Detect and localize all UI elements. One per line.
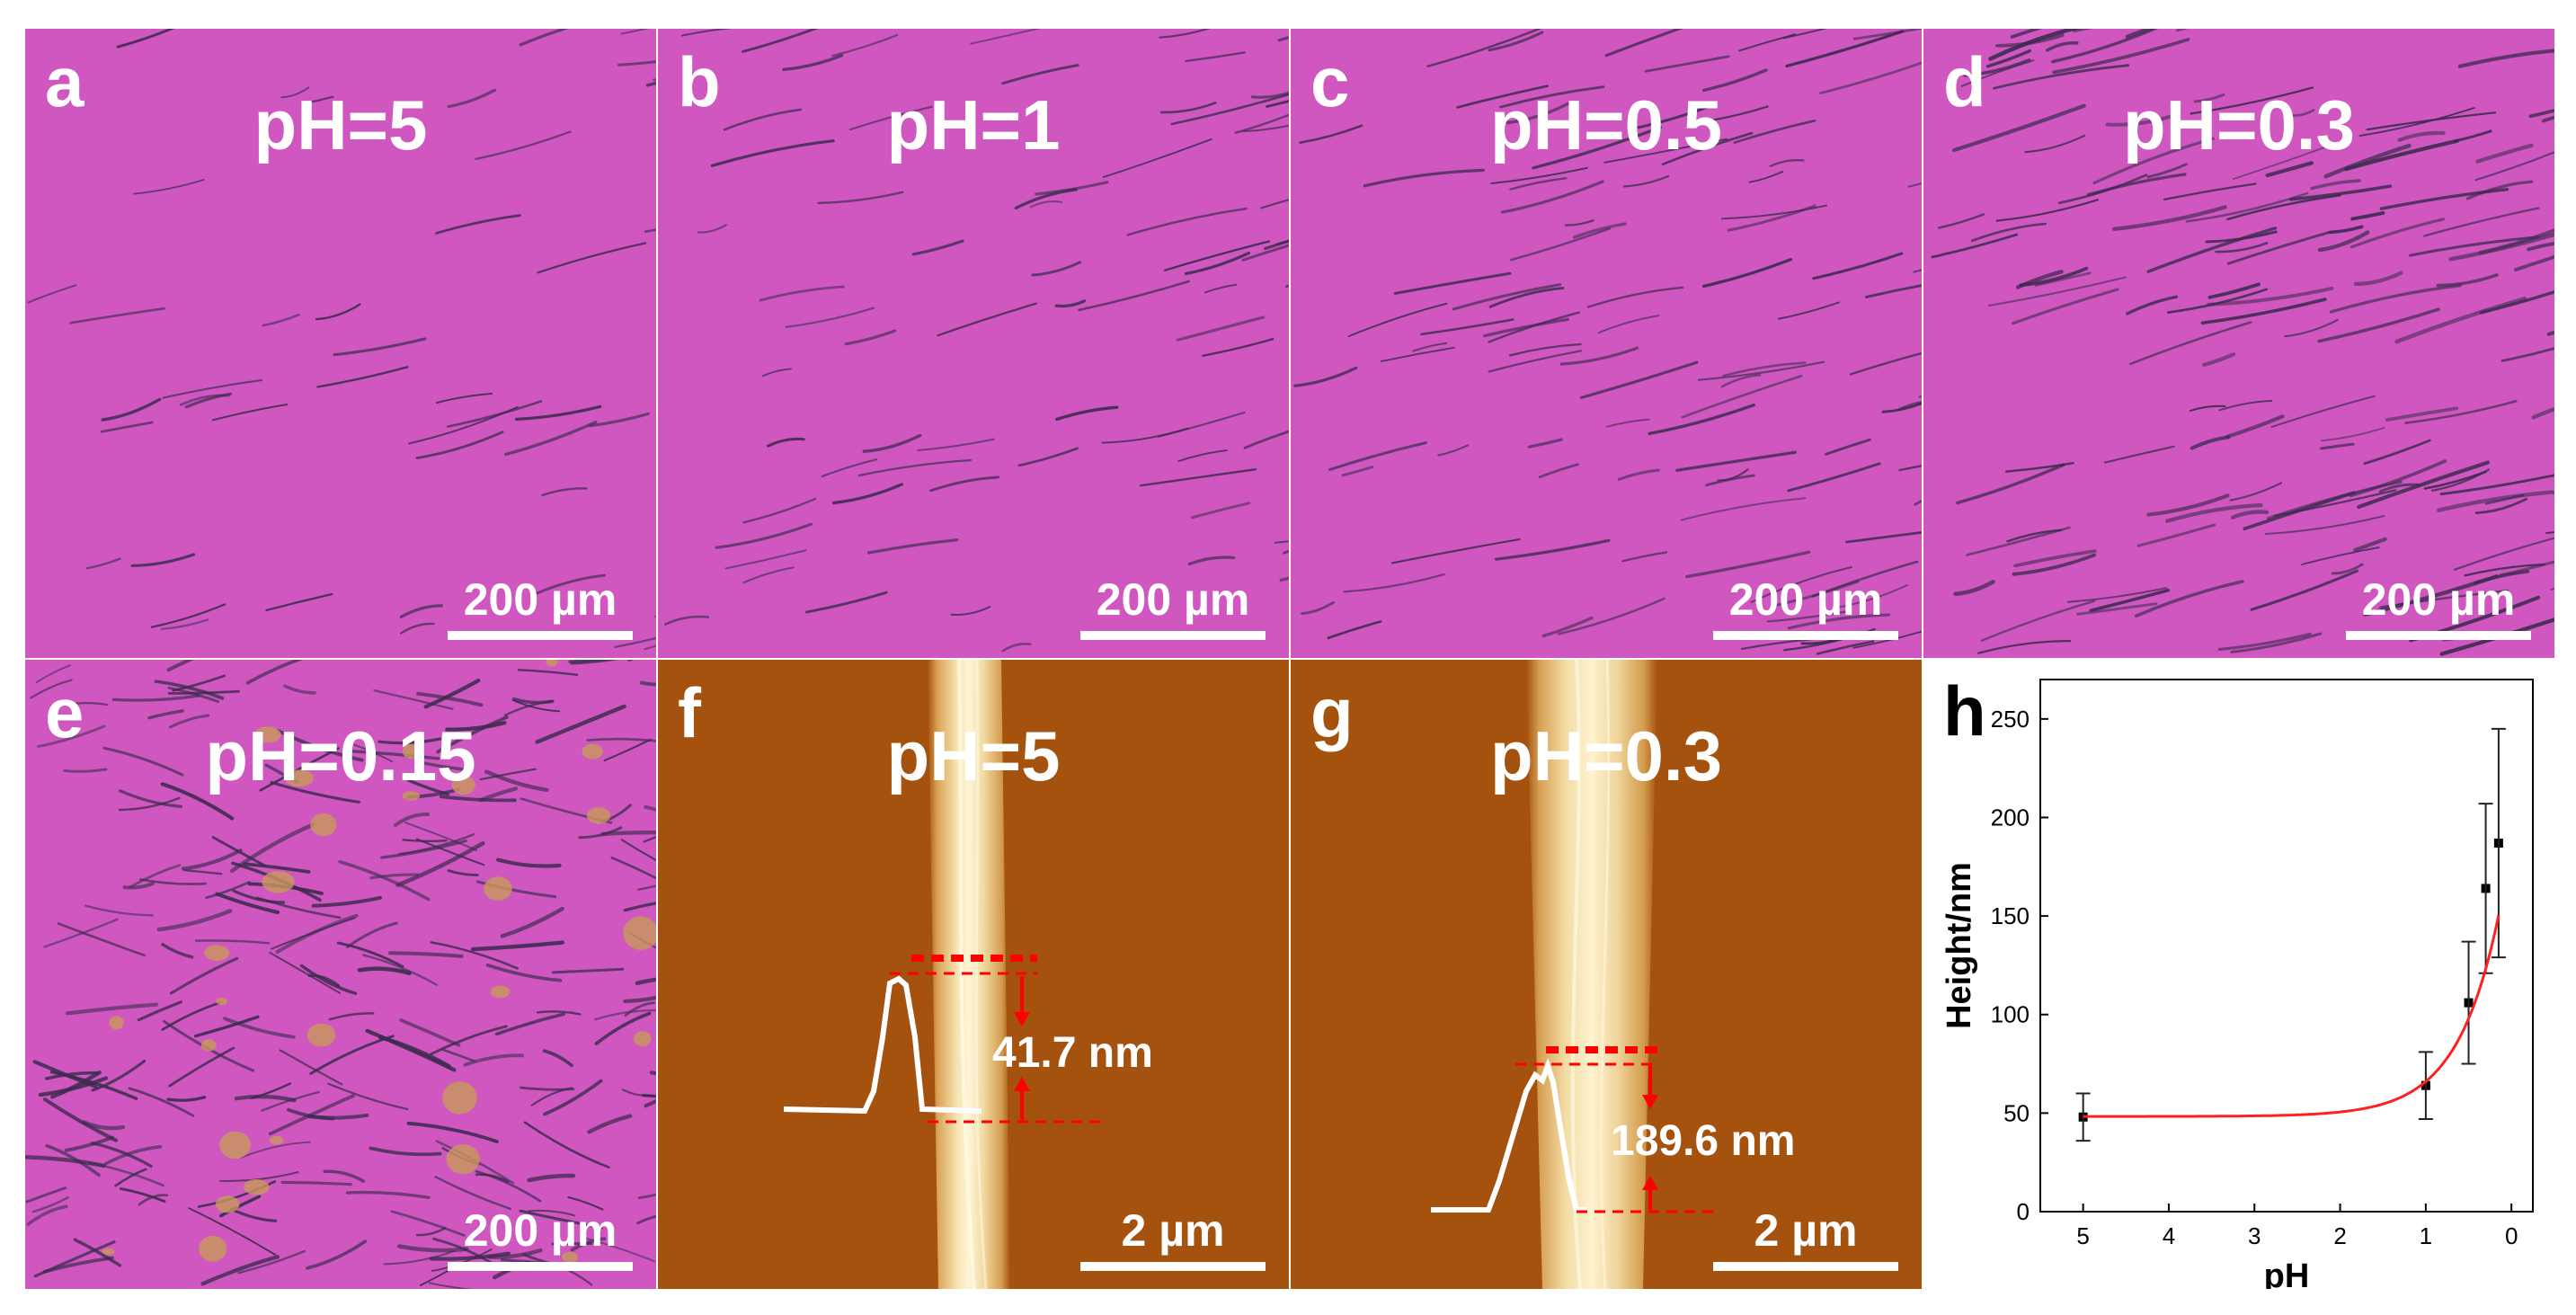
panel-b: b pH=1 200 µm — [658, 29, 1289, 658]
optical-micrograph-c — [1291, 29, 1922, 658]
scale-bar: 200 µm — [1080, 577, 1266, 640]
panel-h: 0 1 2 3 4 5 250 200 150 100 50 0 h Height/nm pH — [1923, 660, 2554, 1289]
x-tick-label: 3 — [2248, 1222, 2261, 1249]
panel-letter: d — [1943, 42, 1986, 121]
panel-title: pH=0.5 — [1490, 85, 1722, 164]
scale-bar-line — [1713, 631, 1898, 640]
scale-bar-label: 200 µm — [463, 574, 617, 625]
x-tick-label: 4 — [2163, 1222, 2175, 1249]
optical-micrograph-a — [25, 29, 656, 658]
optical-micrograph-e — [25, 660, 656, 1289]
panel-e: e pH=0.15 200 µm — [25, 660, 656, 1289]
scale-bar: 2 µm — [1080, 1208, 1266, 1271]
afm-image-g — [1291, 660, 1922, 1289]
panel-letter: b — [678, 42, 721, 121]
x-axis-label: pH — [2264, 1257, 2310, 1289]
y-tick-label: 150 — [1991, 902, 2030, 929]
panel-letter: h — [1943, 671, 1986, 751]
height-profile — [1431, 1058, 1587, 1213]
scale-bar: 200 µm — [1713, 577, 1898, 640]
panel-g: g pH=0.3 189.6 nm 2 µm — [1291, 660, 1922, 1289]
panel-letter: e — [45, 673, 84, 752]
scale-bar-line — [448, 1262, 633, 1271]
panel-letter: f — [678, 673, 701, 752]
panel-title: pH=5 — [886, 716, 1061, 795]
optical-micrograph-b — [658, 29, 1289, 658]
panel-title: pH=1 — [886, 85, 1061, 164]
scale-bar: 200 µm — [2346, 577, 2531, 640]
y-tick-label: 100 — [1991, 1001, 2030, 1028]
panel-title: pH=0.3 — [1490, 716, 1722, 795]
x-tick-label: 2 — [2333, 1222, 2346, 1249]
x-tick-label: 1 — [2420, 1222, 2432, 1249]
scale-bar-line — [1080, 1262, 1266, 1271]
panel-letter: a — [45, 42, 84, 121]
scale-bar-label: 200 µm — [1728, 574, 1883, 625]
panel-title: pH=0.3 — [2123, 85, 2355, 164]
scale-bar: 200 µm — [448, 577, 633, 640]
fit-curve — [2083, 914, 2500, 1118]
scale-bar: 200 µm — [448, 1208, 633, 1271]
height-vs-ph-chart: 0 1 2 3 4 5 250 200 150 100 50 0 h Height/nm pH — [1941, 671, 2534, 1289]
height-profile — [783, 975, 982, 1115]
panel-f: f pH=5 41.7 nm 2 µm — [658, 660, 1289, 1289]
plot-frame — [2039, 679, 2534, 1213]
panel-title: pH=0.15 — [205, 716, 476, 795]
scale-bar-label: 2 µm — [1121, 1205, 1225, 1256]
scale-bar: 2 µm — [1713, 1208, 1898, 1271]
scale-bar-label: 200 µm — [2361, 574, 2516, 625]
optical-micrograph-d — [1923, 29, 2554, 658]
panel-a: a pH=5 200 µm — [25, 29, 656, 658]
scale-bar-label: 200 µm — [463, 1205, 617, 1256]
y-axis-label: Height/nm — [1941, 862, 1978, 1029]
panel-title: pH=5 — [253, 85, 428, 164]
height-annotation: 189.6 nm — [1611, 1117, 1796, 1165]
scale-bar-line — [2346, 631, 2531, 640]
x-tick-label: 0 — [2505, 1222, 2518, 1249]
panel-c: c pH=0.5 200 µm — [1291, 29, 1922, 658]
x-tick-label: 5 — [2076, 1222, 2089, 1249]
panel-letter: c — [1310, 42, 1350, 121]
panel-letter: g — [1310, 673, 1354, 752]
scale-bar-line — [1080, 631, 1266, 640]
scale-bar-line — [448, 631, 633, 640]
y-tick-label: 0 — [2017, 1198, 2030, 1225]
y-tick-label: 200 — [1991, 804, 2030, 831]
afm-image-f — [658, 660, 1289, 1289]
panel-d: d pH=0.3 200 µm — [1923, 29, 2554, 658]
y-tick-label: 250 — [1991, 706, 2030, 733]
scale-bar-line — [1713, 1262, 1898, 1271]
height-annotation: 41.7 nm — [992, 1029, 1153, 1077]
y-tick-label: 50 — [2003, 1099, 2030, 1126]
scale-bar-label: 200 µm — [1096, 574, 1250, 625]
scale-bar-label: 2 µm — [1754, 1205, 1858, 1256]
